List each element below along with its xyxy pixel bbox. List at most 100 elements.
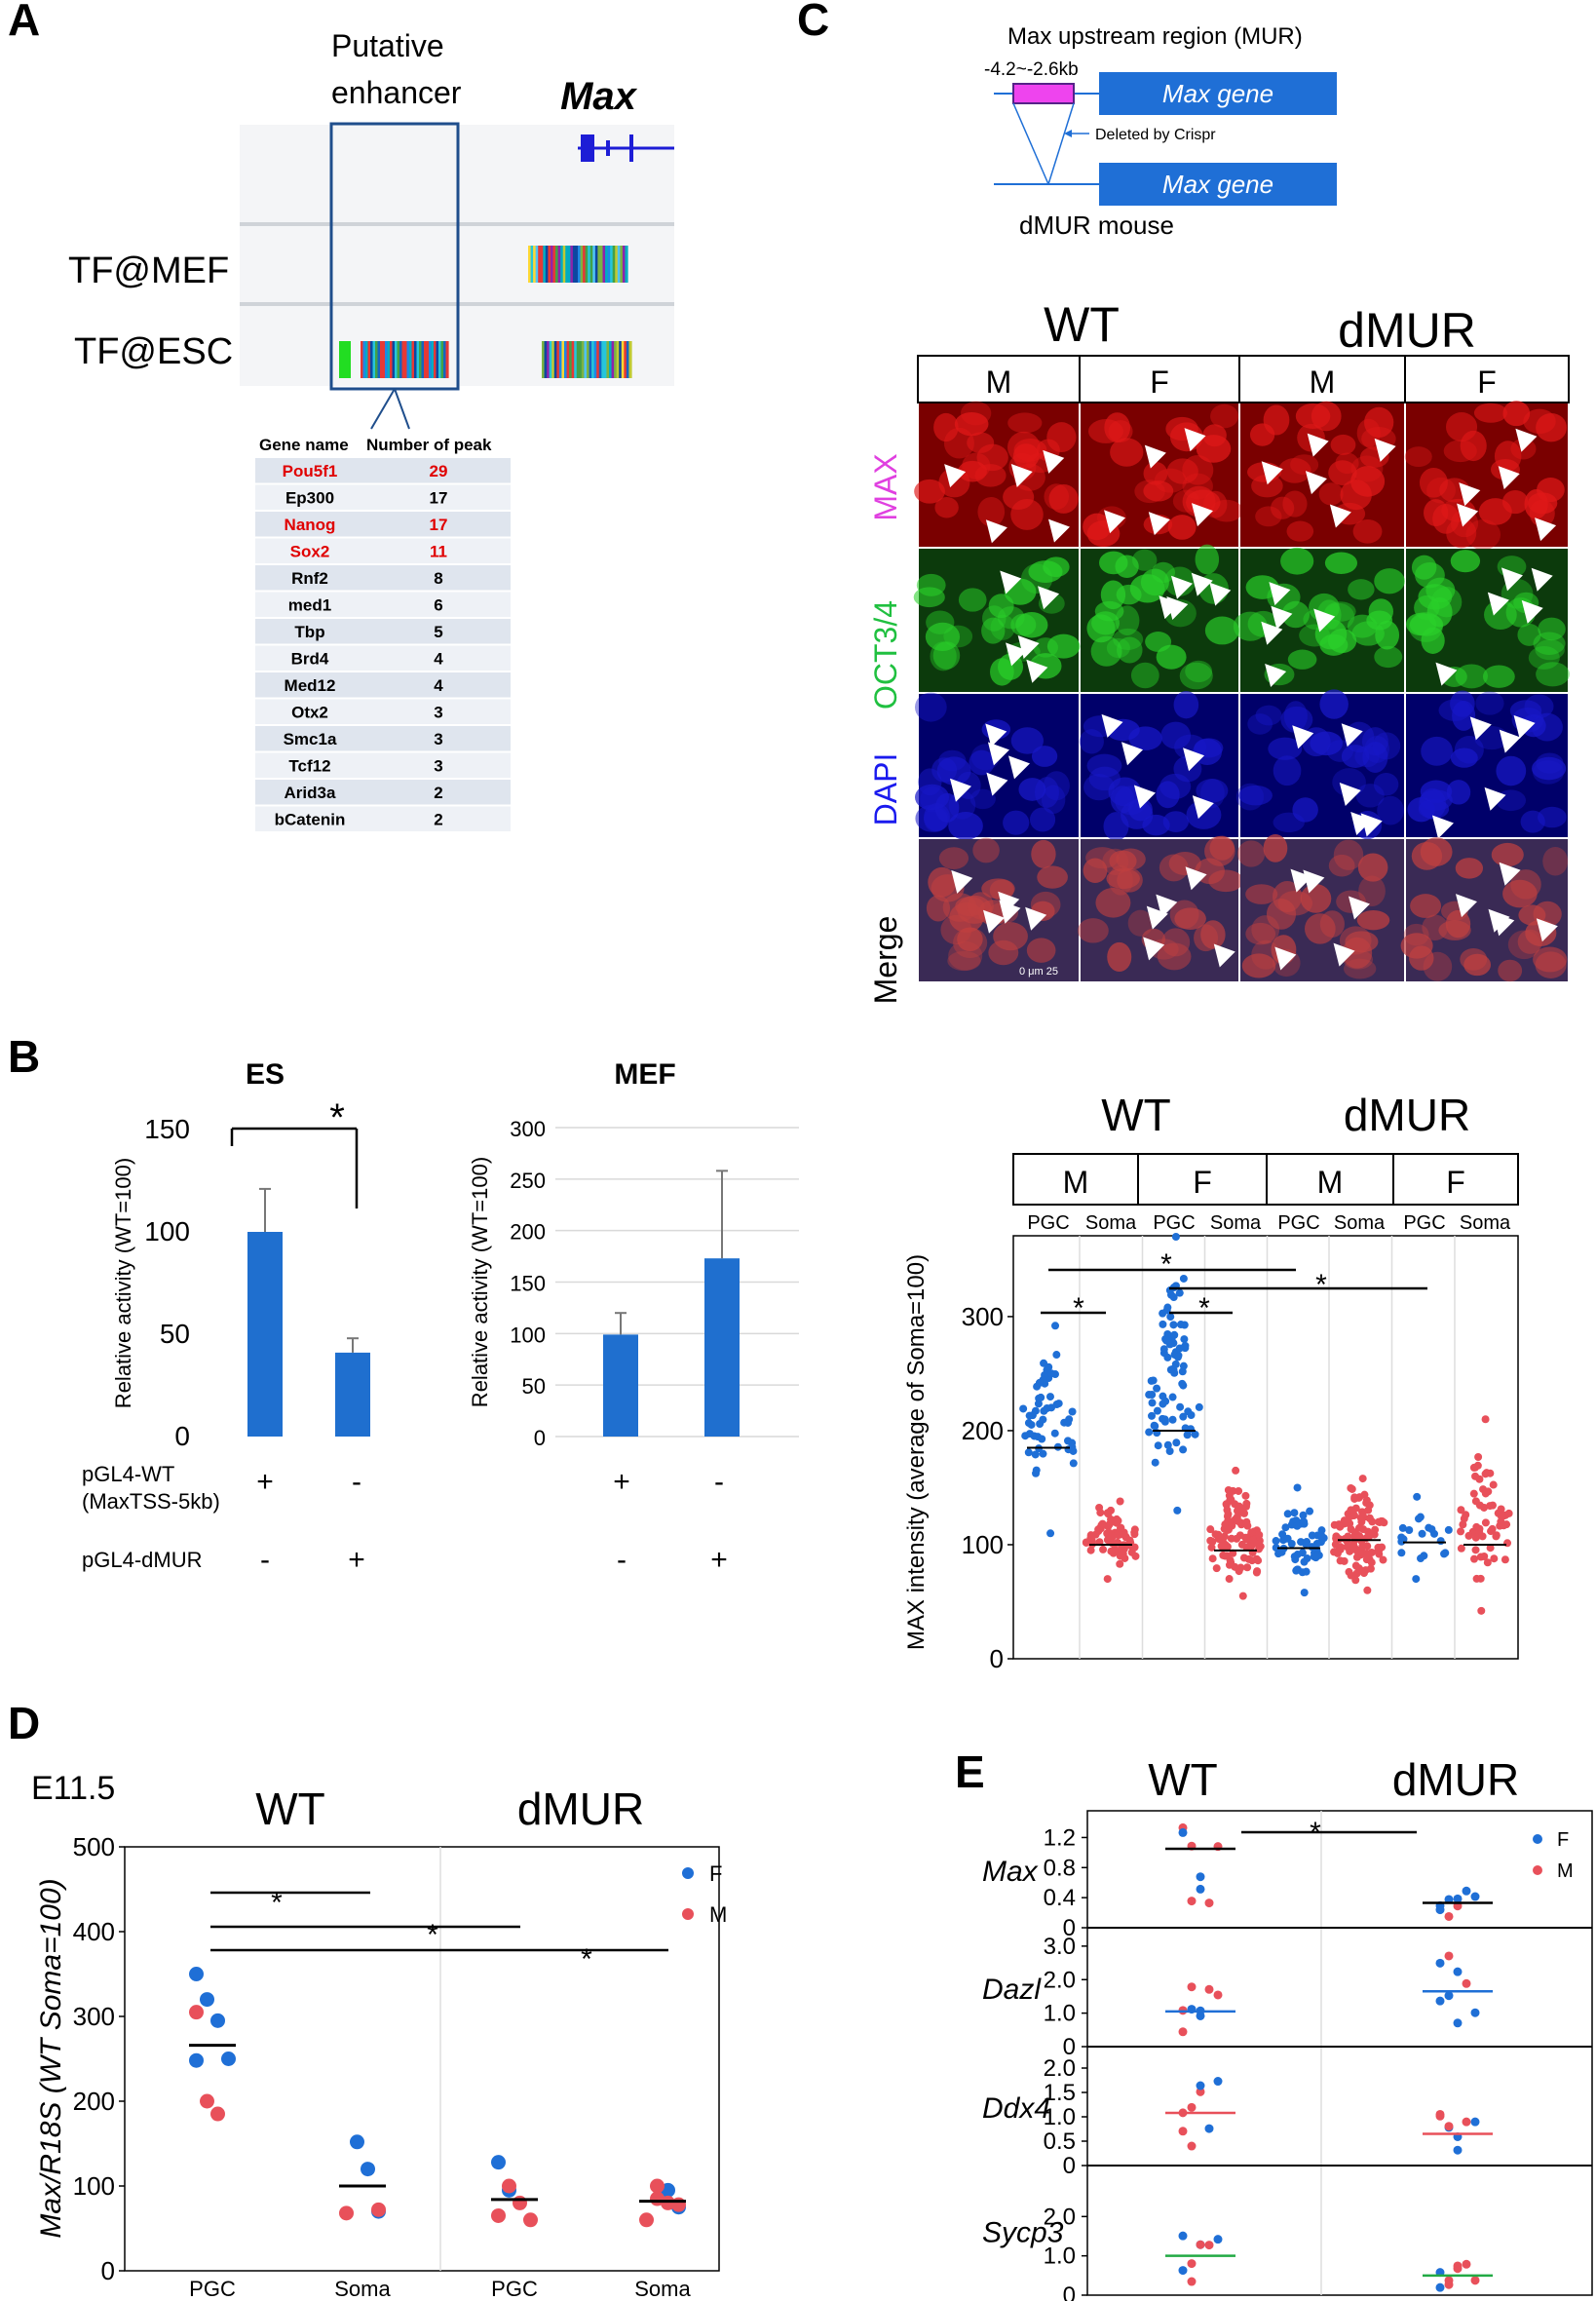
cell-nucleus: [932, 641, 961, 670]
data-point: [1213, 2235, 1223, 2244]
cell-nucleus: [913, 587, 945, 608]
data-point: [1492, 1531, 1501, 1540]
table-cell-gene: Arid3a: [285, 784, 336, 802]
heatmap-stripe-esc: [553, 341, 557, 378]
data-point: [1470, 1892, 1480, 1901]
deleted-by-crispr-label: Deleted by Crispr: [1095, 127, 1216, 143]
data-point: [1371, 1525, 1380, 1534]
cell-nucleus: [1415, 561, 1445, 589]
cell-nucleus: [1355, 784, 1385, 808]
y-tick-label: 100: [73, 2171, 115, 2201]
sex-header-row: [917, 355, 1570, 403]
cell-nucleus: [1450, 748, 1478, 768]
data-point: [1225, 1491, 1234, 1500]
data-point: [1046, 1369, 1055, 1378]
cell-nucleus: [1280, 706, 1313, 734]
data-point: [1069, 1459, 1078, 1468]
data-point: [1060, 1418, 1069, 1427]
data-point: [1154, 1441, 1162, 1450]
arrowhead-marker: [1513, 714, 1536, 739]
cell-nucleus: [1292, 797, 1318, 823]
data-point: [1483, 1558, 1492, 1567]
heatmap-stripe-esc: [399, 341, 403, 378]
data-point: [491, 2207, 506, 2223]
cell-nucleus: [988, 594, 1014, 619]
group-label-dmur: dMUR: [1344, 1090, 1470, 1140]
data-point: [1405, 1526, 1414, 1535]
data-point: [1178, 2027, 1188, 2037]
cell-nucleus: [1018, 778, 1046, 801]
table-row: [255, 672, 511, 698]
heatmap-stripe-mef: [578, 246, 582, 283]
sign: +: [613, 1466, 630, 1498]
heatmap-stripe-esc: [361, 341, 364, 378]
table-cell-gene: Sox2: [290, 543, 330, 561]
data-point: [1503, 1539, 1512, 1548]
arrowhead-marker: [1191, 503, 1213, 527]
data-point: [1444, 1911, 1454, 1921]
arrowhead-marker: [983, 909, 1006, 934]
data-point: [1471, 1533, 1480, 1542]
data-point: [1435, 1905, 1445, 1915]
cell-nucleus: [1364, 406, 1394, 439]
arrowhead-marker: [1007, 755, 1030, 780]
cell-nucleus: [1037, 865, 1068, 889]
cell-nucleus: [1046, 633, 1081, 659]
table-row: [255, 645, 511, 671]
plot-frame: [1086, 1810, 1593, 2296]
table-row: [255, 780, 511, 805]
heatmap-stripe-esc: [587, 341, 590, 378]
heatmap-stripe-esc: [404, 341, 408, 378]
arrowhead-marker: [1166, 595, 1189, 620]
arrowhead-marker: [944, 464, 967, 488]
group-label-wt: WT: [1044, 297, 1120, 352]
data-point: [1027, 1420, 1036, 1429]
data-point: [1397, 1533, 1406, 1542]
cell-nucleus: [1473, 403, 1507, 423]
data-point: [1502, 1520, 1511, 1529]
table-row: [255, 458, 511, 483]
cell-nucleus: [1107, 941, 1132, 973]
data-point: [1175, 1288, 1184, 1297]
y-axis-label: Relative activity (WT=100): [468, 1157, 492, 1407]
cell-nucleus: [1342, 937, 1373, 969]
arrowhead-marker: [1374, 438, 1396, 462]
data-point: [1187, 2141, 1197, 2151]
data-point: [1350, 1493, 1359, 1502]
data-point: [1159, 1345, 1168, 1354]
cell-nucleus: [1502, 879, 1538, 908]
heatmap-stripe-mef: [550, 246, 554, 283]
data-point: [1025, 1430, 1034, 1438]
y-tick-label: 0.8: [1044, 1855, 1076, 1881]
cell-nucleus: [1280, 547, 1314, 575]
cell-nucleus: [1356, 418, 1381, 447]
stage-label: E11.5: [31, 1770, 115, 1807]
data-point: [371, 2202, 386, 2217]
cell-nucleus: [1409, 945, 1434, 971]
data-point: [1349, 1512, 1358, 1520]
data-point: [1068, 1443, 1077, 1452]
significance-star: *: [1315, 1269, 1327, 1301]
data-point: [1035, 1378, 1044, 1387]
data-point: [1497, 1512, 1505, 1520]
data-point: [1038, 1435, 1046, 1443]
arrowhead-marker: [1274, 946, 1297, 971]
sex-label: F: [1193, 1165, 1212, 1200]
data-point: [1212, 1564, 1221, 1573]
cell-nucleus: [958, 588, 987, 612]
heatmap-stripe-esc: [414, 341, 418, 378]
data-point: [1196, 1884, 1205, 1894]
data-point: [1168, 1415, 1177, 1424]
data-point: [1187, 1897, 1197, 1906]
arrowhead-marker: [1185, 866, 1207, 891]
data-point: [1306, 1507, 1314, 1515]
cell-nucleus: [1300, 884, 1332, 913]
cell-nucleus: [1091, 611, 1121, 635]
arrowhead-marker: [1341, 723, 1363, 748]
y-tick-label: 0: [1063, 2282, 1076, 2301]
data-point: [1470, 1554, 1479, 1563]
cell-nucleus: [914, 784, 950, 811]
channel-label: DAPI: [868, 753, 903, 826]
heatmap-stripe-esc: [397, 341, 400, 378]
cell-nucleus: [1088, 419, 1123, 443]
